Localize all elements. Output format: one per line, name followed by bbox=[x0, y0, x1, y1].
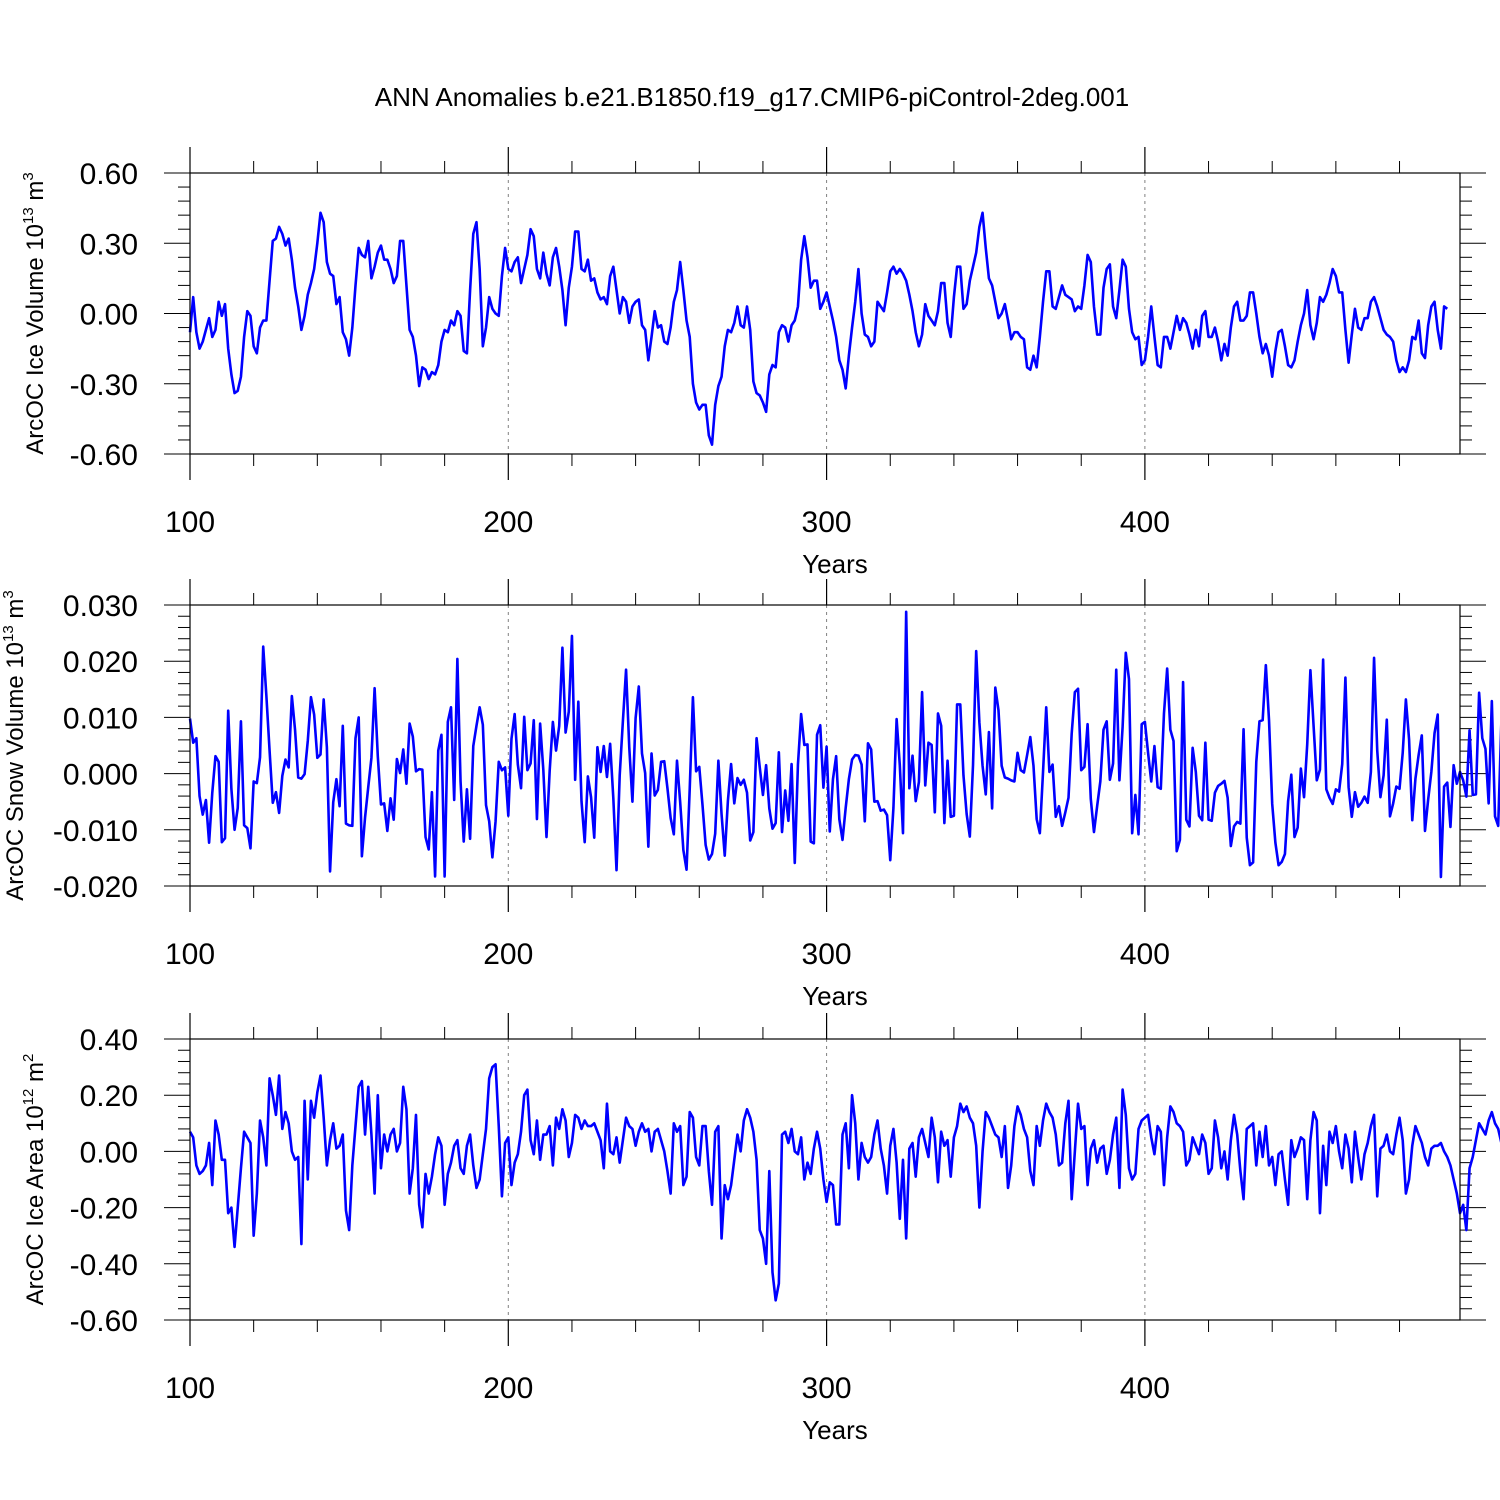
y-tick-label: 0.020 bbox=[63, 646, 138, 679]
y-tick-label: 0.20 bbox=[80, 1080, 138, 1113]
x-tick-label: 100 bbox=[165, 506, 215, 539]
panel-2: 100 200 300 400 0.030 0.020 0.010 0.000 -0.010 -0… bbox=[0, 579, 1500, 1011]
x-tick-label: 300 bbox=[802, 938, 852, 971]
x-tick-label: 100 bbox=[165, 1372, 215, 1405]
x-tick-label: 300 bbox=[802, 506, 852, 539]
y-tick-label: -0.020 bbox=[53, 871, 138, 904]
panel-3: 100 200 300 400 0.40 0.20 0.00 -0.20 -0.40 -0.60 Y… bbox=[20, 1013, 1500, 1445]
figure-title: ANN Anomalies b.e21.B1850.f19_g17.CMIP6-… bbox=[375, 82, 1129, 112]
x-tick-label: 400 bbox=[1120, 506, 1170, 539]
y-tick-label: -0.60 bbox=[70, 1305, 138, 1338]
x-tick-label: 200 bbox=[483, 1372, 533, 1405]
y-tick-label: 0.010 bbox=[63, 702, 138, 735]
x-tick-label: 200 bbox=[483, 938, 533, 971]
y-tick-label: 0.40 bbox=[80, 1024, 138, 1057]
y-tick-label: -0.60 bbox=[70, 439, 138, 472]
y-tick-label: -0.40 bbox=[70, 1249, 138, 1282]
series-line bbox=[188, 211, 1449, 446]
y-axis-label: ArcOC Ice Volume 1013 m3 bbox=[20, 172, 49, 454]
y-tick-label: 0.00 bbox=[80, 299, 138, 332]
x-tick-label: 400 bbox=[1120, 938, 1170, 971]
y-tick-label: 0.00 bbox=[80, 1136, 138, 1169]
y-axis-label: ArcOC Snow Volume 1013 m3 bbox=[0, 590, 29, 901]
plot-frame bbox=[189, 604, 1461, 887]
x-axis-label: Years bbox=[802, 981, 868, 1011]
series-line bbox=[188, 610, 1500, 879]
y-tick-label: -0.20 bbox=[70, 1193, 138, 1226]
x-tick-label: 100 bbox=[165, 938, 215, 971]
x-tick-label: 200 bbox=[483, 506, 533, 539]
y-tick-label: -0.010 bbox=[53, 815, 138, 848]
panel-1: 100 200 300 400 0.60 0.30 0.00 -0.30 -0.60 Years A… bbox=[20, 147, 1486, 579]
x-tick-label: 300 bbox=[802, 1372, 852, 1405]
x-axis-label: Years bbox=[802, 1415, 868, 1445]
y-axis-label: ArcOC Ice Area 1012 m2 bbox=[20, 1054, 49, 1306]
y-tick-label: 0.30 bbox=[80, 228, 138, 261]
series-line bbox=[188, 1062, 1500, 1302]
y-tick-label: 0.60 bbox=[80, 158, 138, 191]
x-axis-label: Years bbox=[802, 549, 868, 579]
plot-frame bbox=[189, 1038, 1461, 1321]
plot-frame bbox=[189, 172, 1461, 455]
y-tick-label: -0.30 bbox=[70, 369, 138, 402]
panels: 100 200 300 400 0.60 0.30 0.00 -0.30 -0.60 Years A… bbox=[0, 147, 1500, 1445]
y-tick-label: 0.000 bbox=[63, 759, 138, 792]
y-tick-label: 0.030 bbox=[63, 590, 138, 623]
x-tick-label: 400 bbox=[1120, 1372, 1170, 1405]
